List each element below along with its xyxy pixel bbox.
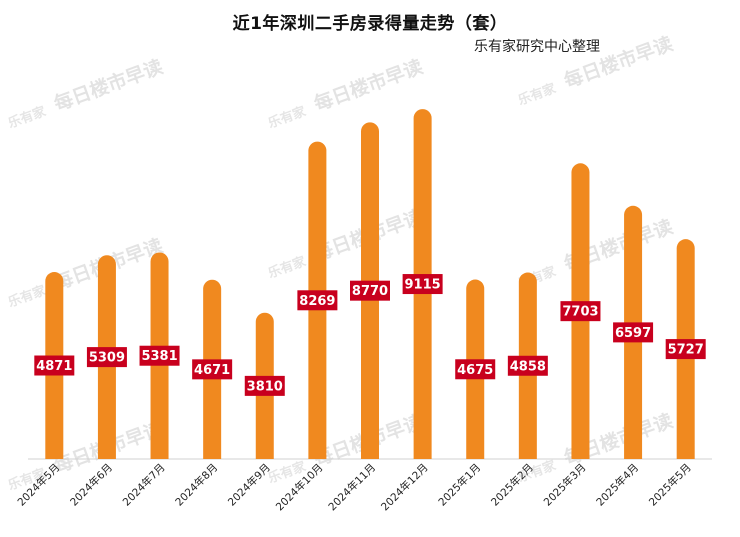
data-label-box — [402, 274, 443, 295]
chart-title: 近1年深圳二手房录得量走势（套） — [232, 14, 508, 34]
watermark-text: 每日楼市早读 — [561, 32, 676, 93]
data-label: 4671 — [194, 363, 230, 378]
watermark-logo: 乐有家 — [6, 282, 49, 311]
x-tick-label: 2024年8月 — [173, 461, 221, 509]
data-label-box — [455, 359, 496, 380]
chart-subtitle: 乐有家研究中心整理 — [474, 39, 600, 55]
x-tick-label: 2024年7月 — [120, 461, 168, 509]
x-tick-label: 2024年9月 — [225, 461, 273, 509]
watermark-text: 每日楼市早读 — [51, 55, 166, 116]
data-label: 3810 — [247, 379, 283, 394]
watermark-text: 每日楼市早读 — [311, 55, 426, 116]
data-label-box — [86, 347, 127, 368]
data-label-box — [665, 339, 706, 360]
watermark-logo: 乐有家 — [266, 253, 309, 282]
x-tick-labels-group: 2024年5月 2024年6月 2024年7月 2024年8月 2024年9月 2024年… — [15, 461, 694, 513]
watermark-logo: 乐有家 — [6, 103, 49, 132]
x-tick-label: 2025年2月 — [488, 461, 536, 509]
data-label: 8269 — [299, 294, 335, 309]
x-tick-label: 2025年5月 — [646, 461, 694, 509]
data-label: 8770 — [352, 284, 388, 299]
data-label: 5381 — [141, 349, 177, 364]
data-label-box — [192, 359, 233, 380]
data-label: 7703 — [562, 305, 598, 320]
data-label-box — [244, 375, 285, 396]
data-label: 9115 — [405, 278, 441, 293]
data-label: 5727 — [668, 343, 704, 358]
data-label: 4871 — [36, 359, 72, 374]
data-label: 4858 — [510, 359, 546, 374]
data-label-box — [560, 301, 601, 322]
watermark-logo: 乐有家 — [516, 80, 559, 109]
watermark-logo: 乐有家 — [266, 103, 309, 132]
x-tick-label: 2025年1月 — [436, 461, 484, 509]
data-label: 6597 — [615, 326, 651, 341]
data-label-box — [139, 345, 180, 366]
data-label-box — [297, 290, 338, 311]
data-label-box — [350, 280, 390, 301]
x-tick-label: 2025年4月 — [594, 461, 642, 509]
data-label-box — [613, 322, 654, 343]
x-tick-label: 2024年11月 — [326, 461, 378, 513]
data-label: 5309 — [89, 351, 125, 366]
data-label-box — [507, 355, 548, 376]
x-tick-label: 2024年12月 — [378, 461, 430, 513]
data-label-box — [34, 355, 75, 376]
data-label: 4675 — [457, 363, 493, 378]
data-labels-group: 4871 5309 5381 4671 3810 8269 8770 9115 4675 4858… — [34, 274, 706, 396]
